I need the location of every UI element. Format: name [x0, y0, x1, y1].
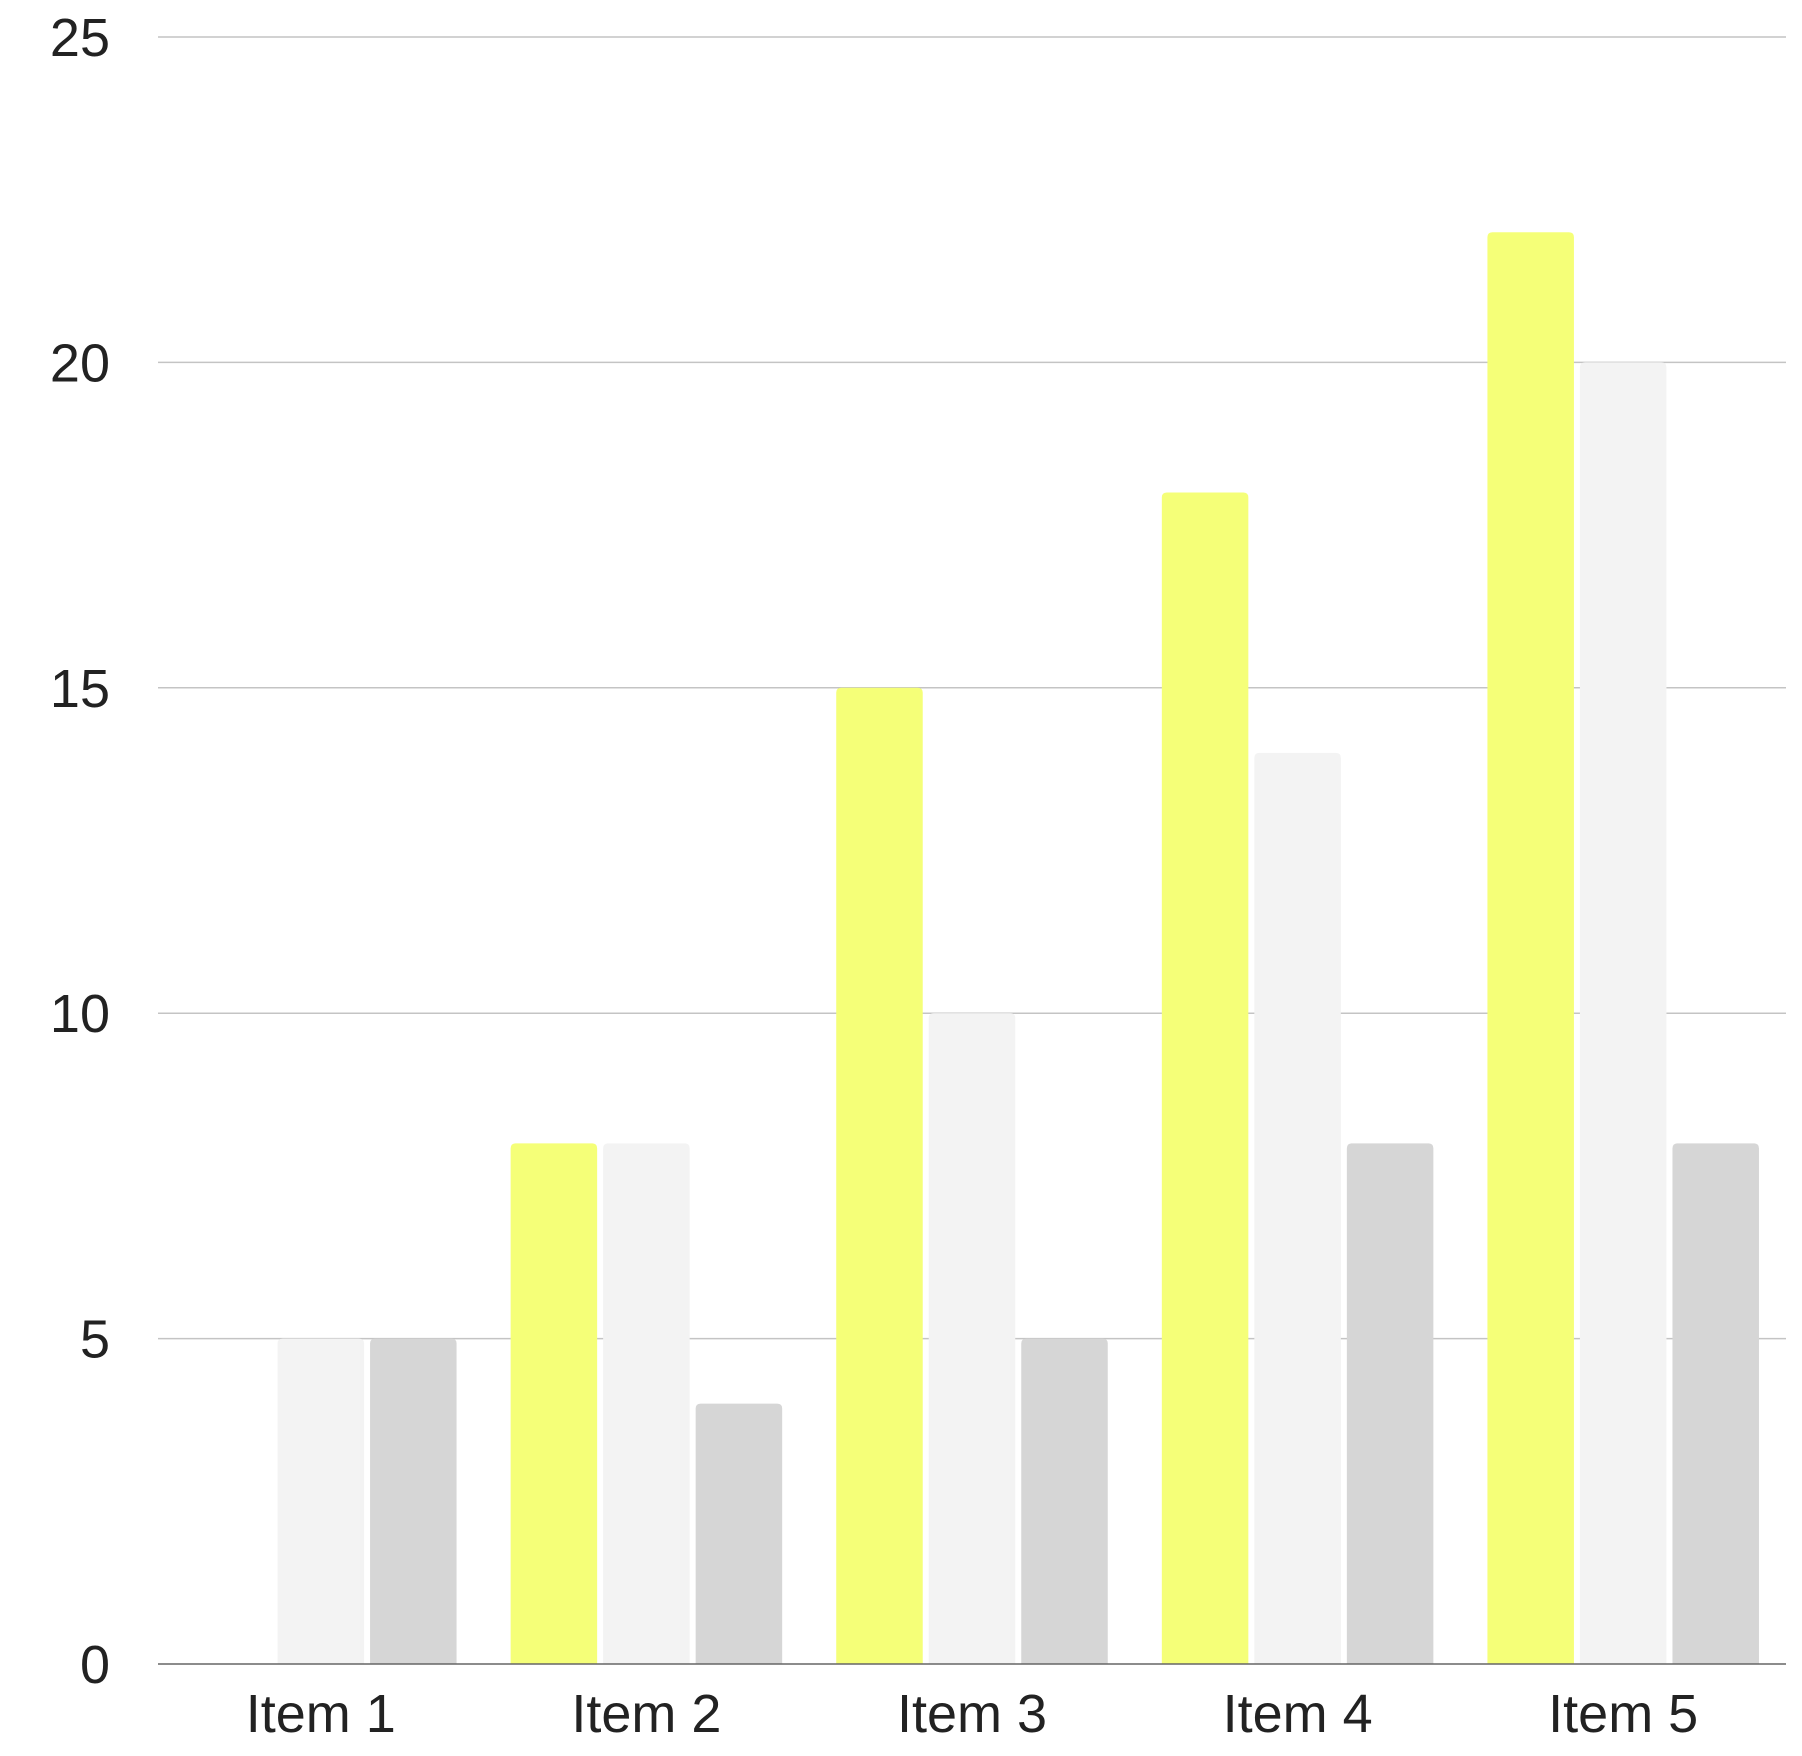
y-tick-label: 25	[50, 8, 110, 68]
y-tick-label: 20	[50, 333, 110, 393]
bar-series1-item4	[1161, 492, 1249, 1664]
bar-series1-item2	[510, 1143, 598, 1664]
bar-series3-item2	[695, 1403, 783, 1664]
bars	[277, 232, 1759, 1665]
x-tick-label: Item 5	[1548, 1684, 1698, 1744]
x-tick-label: Item 3	[897, 1684, 1047, 1744]
bar-series3-item3	[1021, 1338, 1108, 1664]
bar-series3-item1	[370, 1338, 457, 1664]
bar-series1-item3	[836, 687, 923, 1664]
y-tick-label: 10	[50, 984, 110, 1044]
y-tick-label: 15	[50, 659, 110, 719]
bar-series2-item3	[928, 1013, 1016, 1664]
x-tick-label: Item 1	[246, 1684, 396, 1744]
y-tick-label: 0	[80, 1635, 110, 1695]
x-tick-label: Item 2	[571, 1684, 721, 1744]
bar-series2-item1	[277, 1338, 365, 1664]
bar-series3-item5	[1672, 1143, 1759, 1664]
bar-series2-item5	[1579, 362, 1667, 1664]
bar-series1-item5	[1487, 232, 1574, 1665]
bar-series2-item2	[603, 1143, 690, 1664]
y-tick-label: 5	[80, 1310, 110, 1370]
y-tick-labels: 0 5 10 15 20 25	[50, 8, 110, 1695]
x-tick-label: Item 4	[1223, 1684, 1373, 1744]
bar-series3-item4	[1346, 1143, 1434, 1664]
bar-series2-item4	[1254, 752, 1341, 1664]
x-tick-labels: Item 1 Item 2 Item 3 Item 4 Item 5	[246, 1684, 1698, 1744]
